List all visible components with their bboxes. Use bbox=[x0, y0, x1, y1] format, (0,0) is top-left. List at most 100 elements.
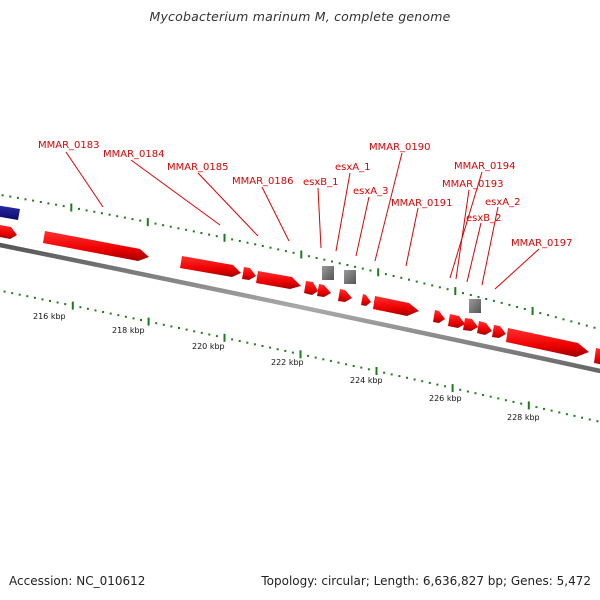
gene-label[interactable]: MMAR_0194 bbox=[454, 161, 516, 172]
gene-labels: MMAR_0183 MMAR_0184 MMAR_0185 MMAR_0186 … bbox=[38, 140, 573, 249]
outer-tick-track bbox=[1, 194, 596, 329]
gene-features bbox=[0, 205, 600, 365]
gene-label[interactable]: MMAR_0190 bbox=[369, 142, 431, 153]
minor-tick bbox=[3, 290, 6, 293]
gene-feature[interactable] bbox=[304, 281, 318, 295]
major-tick bbox=[454, 287, 457, 296]
minor-tick bbox=[562, 318, 565, 321]
leader-line bbox=[449, 171, 483, 279]
genome-backbone bbox=[0, 242, 600, 374]
gene-feature[interactable] bbox=[361, 294, 371, 306]
major-tick bbox=[377, 268, 380, 277]
gene-label[interactable]: MMAR_0185 bbox=[167, 162, 229, 173]
minor-tick bbox=[169, 225, 172, 228]
gene-label[interactable]: MMAR_0186 bbox=[232, 176, 294, 187]
scale-label: 228 kbp bbox=[507, 413, 540, 422]
gene-feature[interactable] bbox=[256, 271, 301, 289]
gene-feature[interactable] bbox=[43, 231, 149, 261]
gene-feature[interactable] bbox=[180, 256, 241, 277]
minor-tick bbox=[277, 248, 280, 251]
minor-tick bbox=[78, 207, 80, 210]
rna-feature-esxA_2[interactable] bbox=[469, 299, 481, 313]
minor-tick bbox=[466, 390, 469, 393]
minor-tick bbox=[291, 351, 294, 354]
gene-feature[interactable] bbox=[477, 321, 492, 335]
gene-label[interactable]: esxA_2 bbox=[485, 197, 520, 208]
minor-tick bbox=[400, 276, 403, 279]
minor-tick bbox=[55, 203, 58, 206]
minor-tick bbox=[539, 312, 542, 315]
minor-tick bbox=[596, 420, 599, 423]
minor-tick bbox=[215, 235, 218, 238]
minor-tick bbox=[200, 331, 203, 334]
minor-tick bbox=[570, 320, 573, 323]
gene-feature[interactable] bbox=[506, 328, 589, 357]
minor-tick bbox=[9, 195, 12, 198]
minor-tick bbox=[93, 210, 96, 213]
minor-tick bbox=[578, 322, 580, 325]
minor-tick bbox=[392, 275, 395, 277]
minor-tick bbox=[185, 228, 188, 231]
minor-tick bbox=[436, 383, 439, 386]
minor-tick bbox=[162, 323, 165, 326]
minor-tick bbox=[154, 222, 157, 225]
gene-label[interactable]: esxA_3 bbox=[353, 186, 388, 197]
gene-feature[interactable] bbox=[492, 325, 506, 338]
minor-tick bbox=[337, 361, 340, 364]
minor-tick bbox=[79, 306, 82, 309]
minor-tick bbox=[516, 306, 519, 308]
scale-label: 216 kbp bbox=[33, 312, 66, 321]
leader-line bbox=[494, 248, 540, 290]
gene-label[interactable]: MMAR_0191 bbox=[391, 198, 453, 209]
leader-line bbox=[130, 159, 221, 226]
gene-label[interactable]: esxA_1 bbox=[335, 162, 370, 173]
minor-tick bbox=[504, 399, 507, 402]
gene-feature[interactable] bbox=[448, 314, 465, 328]
gene-label[interactable]: esxB_2 bbox=[466, 213, 502, 224]
gene-feature[interactable] bbox=[242, 267, 256, 280]
leader-line bbox=[374, 152, 403, 262]
minor-tick bbox=[512, 400, 515, 403]
gene-feature[interactable] bbox=[0, 224, 17, 239]
minor-tick bbox=[415, 280, 418, 283]
minor-tick bbox=[185, 328, 188, 331]
gene-feature[interactable] bbox=[373, 296, 419, 316]
gene-feature[interactable] bbox=[338, 289, 352, 302]
minor-tick bbox=[520, 402, 523, 405]
minor-tick bbox=[109, 312, 112, 315]
gene-label[interactable]: MMAR_0184 bbox=[103, 149, 165, 160]
minor-tick bbox=[329, 359, 332, 362]
major-tick bbox=[531, 307, 534, 315]
gene-feature-blue[interactable] bbox=[0, 205, 20, 220]
gene-feature[interactable] bbox=[433, 310, 445, 323]
gene-feature[interactable] bbox=[463, 318, 478, 331]
minor-tick bbox=[550, 409, 553, 412]
gene-label[interactable]: MMAR_0193 bbox=[442, 179, 504, 190]
gene-feature[interactable] bbox=[317, 284, 331, 297]
gene-feature[interactable] bbox=[594, 348, 600, 365]
minor-tick bbox=[193, 330, 196, 333]
gene-label[interactable]: MMAR_0197 bbox=[511, 238, 573, 249]
minor-tick bbox=[338, 262, 341, 265]
minor-tick bbox=[200, 232, 203, 234]
minor-tick bbox=[11, 292, 14, 295]
rna-feature-esxB_1[interactable] bbox=[322, 266, 334, 280]
minor-tick bbox=[292, 251, 295, 254]
rna-feature-esxA_1[interactable] bbox=[344, 270, 356, 284]
minor-tick bbox=[384, 273, 387, 276]
minor-tick bbox=[438, 286, 441, 289]
minor-tick bbox=[177, 227, 180, 230]
minor-tick bbox=[322, 358, 325, 361]
leader-line bbox=[355, 196, 370, 257]
minor-tick bbox=[413, 378, 416, 381]
minor-tick bbox=[323, 258, 326, 261]
leader-line bbox=[317, 187, 322, 249]
minor-tick bbox=[253, 343, 256, 346]
scale-label: 218 kbp bbox=[112, 326, 145, 335]
minor-tick bbox=[170, 325, 173, 328]
gene-label[interactable]: esxB_1 bbox=[303, 177, 339, 188]
leader-line bbox=[455, 189, 470, 280]
scale-label: 224 kbp bbox=[350, 376, 383, 385]
gene-label[interactable]: MMAR_0183 bbox=[38, 140, 100, 151]
